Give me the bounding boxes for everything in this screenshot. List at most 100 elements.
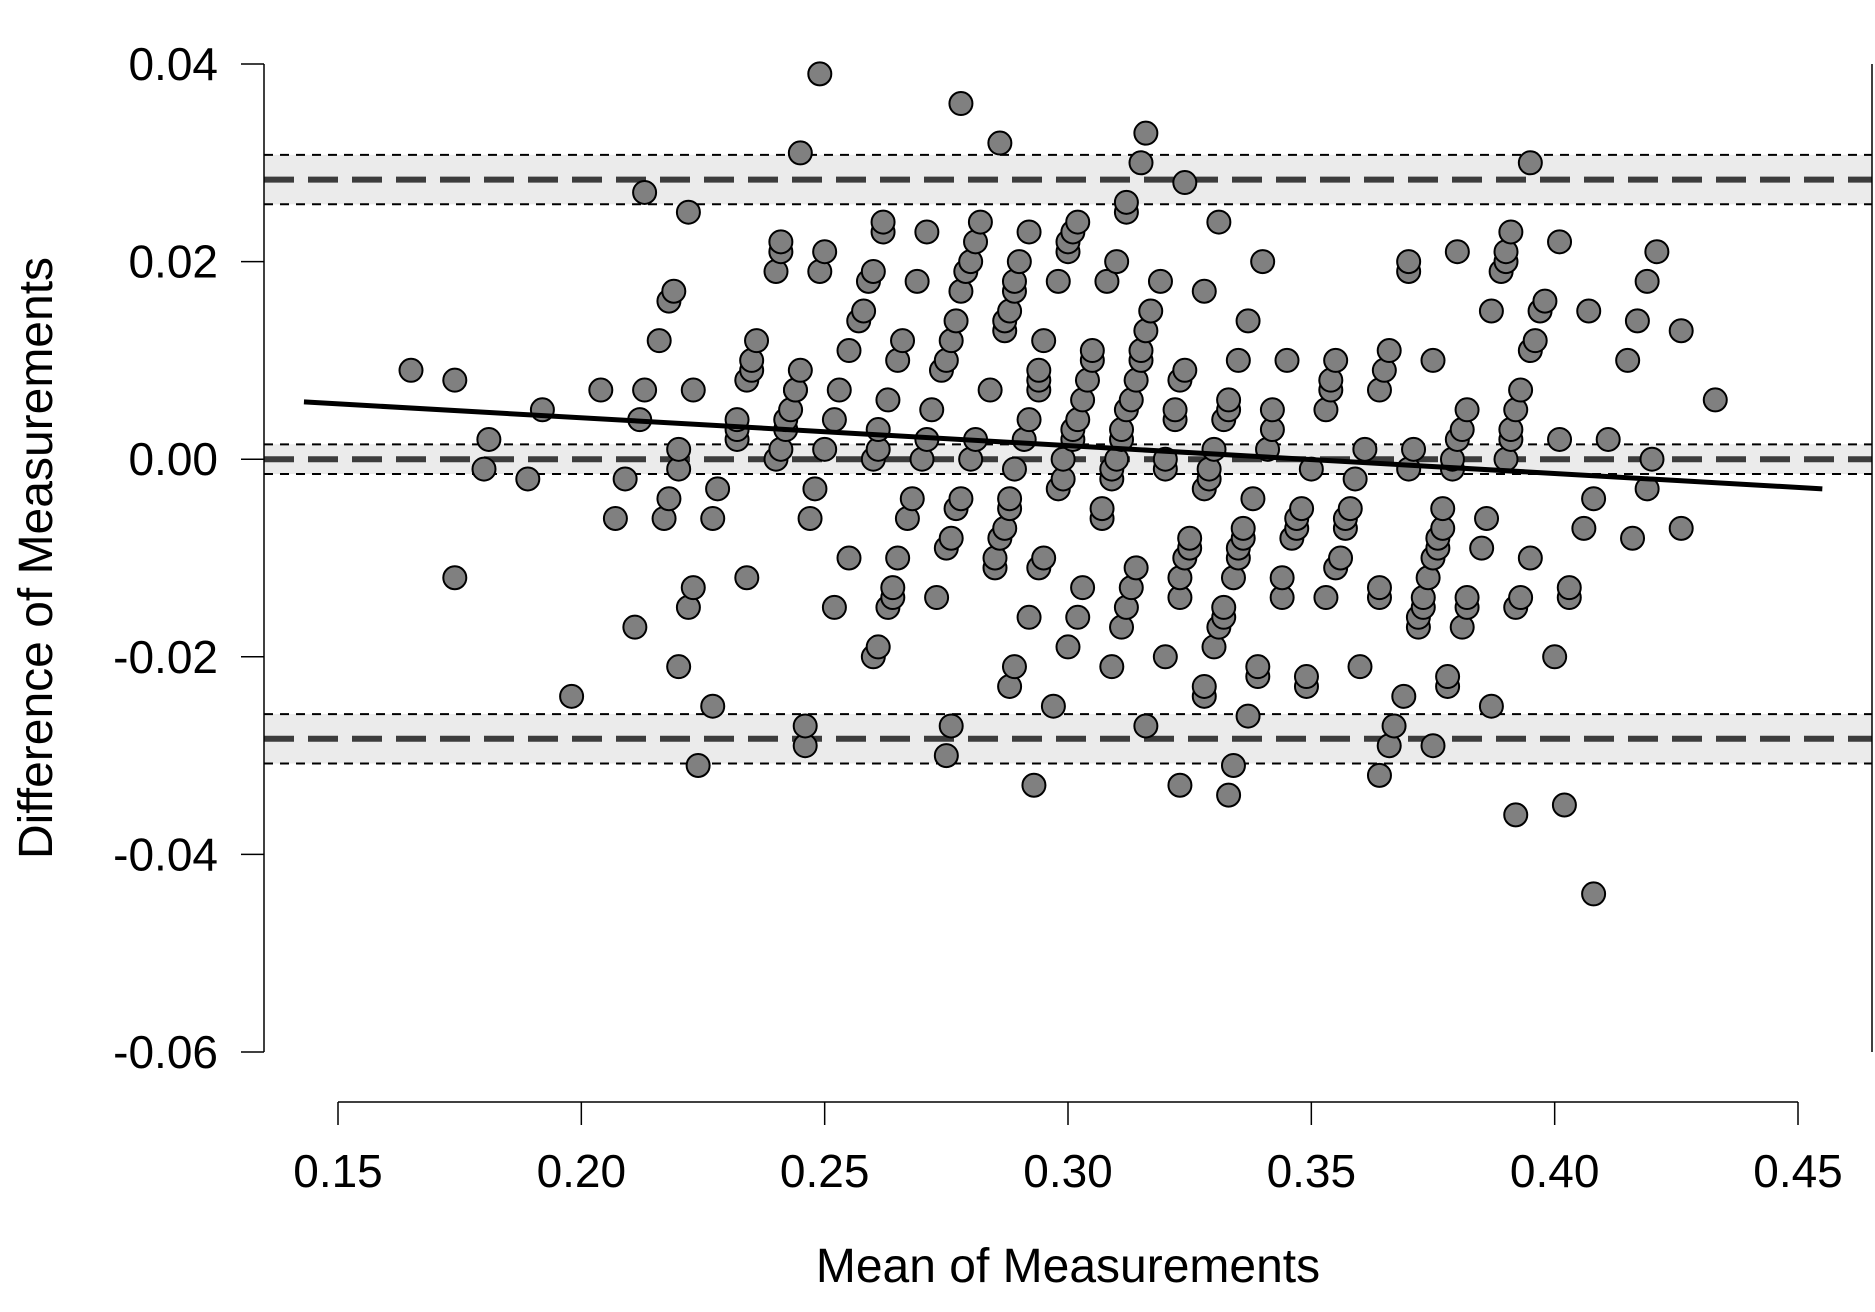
- data-point: [1055, 634, 1081, 660]
- y-ticks: -0.06 -0.04 -0.02 0.00 0.02 0.04: [113, 38, 264, 1078]
- data-point: [1230, 515, 1256, 541]
- y-tick-label: 0.00: [128, 433, 218, 485]
- data-point: [1070, 575, 1096, 601]
- data-point: [1532, 288, 1558, 314]
- x-axis-title: Mean of Measurements: [816, 1240, 1320, 1293]
- data-point: [1045, 268, 1071, 294]
- data-point: [860, 258, 886, 284]
- data-point: [1581, 486, 1607, 512]
- data-point: [792, 713, 818, 739]
- data-point: [938, 525, 964, 551]
- data-point: [680, 377, 706, 403]
- data-point: [768, 229, 794, 255]
- data-point: [1065, 604, 1091, 630]
- x-tick-label: 0.35: [1267, 1145, 1357, 1197]
- data-point: [1478, 693, 1504, 719]
- data-point: [880, 575, 906, 601]
- data-point: [1031, 545, 1057, 571]
- data-point: [1001, 456, 1027, 482]
- data-point: [1191, 673, 1217, 699]
- data-point: [1128, 150, 1154, 176]
- data-point: [1634, 268, 1660, 294]
- data-point: [588, 377, 614, 403]
- data-point: [1016, 604, 1042, 630]
- data-point: [1620, 525, 1646, 551]
- data-point: [1206, 209, 1232, 235]
- data-point: [1454, 585, 1480, 611]
- data-point: [1211, 594, 1237, 620]
- data-point: [1508, 585, 1534, 611]
- data-point: [1065, 209, 1091, 235]
- data-point: [1503, 802, 1529, 828]
- data-point: [890, 328, 916, 354]
- data-point: [1595, 426, 1621, 452]
- data-point: [1556, 575, 1582, 601]
- data-point: [1079, 338, 1105, 364]
- data-point: [1337, 496, 1363, 522]
- data-point: [1021, 772, 1047, 798]
- data-point: [1216, 782, 1242, 808]
- data-point: [977, 377, 1003, 403]
- data-point: [602, 505, 628, 531]
- data-point: [967, 209, 993, 235]
- data-point: [1031, 328, 1057, 354]
- data-point: [646, 328, 672, 354]
- data-point: [1352, 436, 1378, 462]
- data-point: [1328, 545, 1354, 571]
- data-point: [812, 239, 838, 265]
- data-points: [398, 61, 1728, 907]
- data-point: [802, 476, 828, 502]
- data-point: [1366, 575, 1392, 601]
- data-point: [1376, 338, 1402, 364]
- data-point: [1191, 278, 1217, 304]
- data-point: [471, 456, 497, 482]
- data-point: [1250, 249, 1276, 275]
- data-point: [1172, 170, 1198, 196]
- x-tick-label: 0.25: [780, 1145, 870, 1197]
- data-point: [1177, 525, 1203, 551]
- data-point: [685, 752, 711, 778]
- data-point: [1420, 733, 1446, 759]
- data-point: [680, 575, 706, 601]
- x-tick-label: 0.20: [537, 1145, 627, 1197]
- data-point: [1435, 664, 1461, 690]
- regression-line: [303, 399, 1823, 492]
- data-point: [1225, 347, 1251, 373]
- data-point: [398, 357, 424, 383]
- data-point: [875, 387, 901, 413]
- data-point: [870, 209, 896, 235]
- data-point: [948, 91, 974, 117]
- x-tick-label: 0.15: [293, 1145, 383, 1197]
- data-point: [1401, 436, 1427, 462]
- data-point: [948, 486, 974, 512]
- data-point: [1089, 496, 1115, 522]
- data-point: [1235, 703, 1261, 729]
- data-point: [933, 743, 959, 769]
- data-point: [1113, 189, 1139, 215]
- data-point: [821, 407, 847, 433]
- data-point: [442, 565, 468, 591]
- data-point: [1172, 357, 1198, 383]
- data-point: [1323, 347, 1349, 373]
- data-point: [559, 683, 585, 709]
- y-tick-label: -0.04: [113, 828, 218, 880]
- data-point: [1381, 713, 1407, 739]
- data-point: [1269, 565, 1295, 591]
- y-tick-label: 0.04: [128, 38, 218, 90]
- data-point: [700, 505, 726, 531]
- data-point: [812, 436, 838, 462]
- data-point: [515, 466, 541, 492]
- data-point: [612, 466, 638, 492]
- data-point: [987, 130, 1013, 156]
- data-point: [865, 634, 891, 660]
- data-point: [1001, 654, 1027, 680]
- data-point: [1702, 387, 1728, 413]
- x-tick-label: 0.30: [1023, 1145, 1113, 1197]
- data-point: [807, 61, 833, 87]
- data-point: [1016, 219, 1042, 245]
- data-point: [1133, 713, 1159, 739]
- data-point: [1517, 545, 1543, 571]
- data-point: [1138, 298, 1164, 324]
- data-point: [1220, 752, 1246, 778]
